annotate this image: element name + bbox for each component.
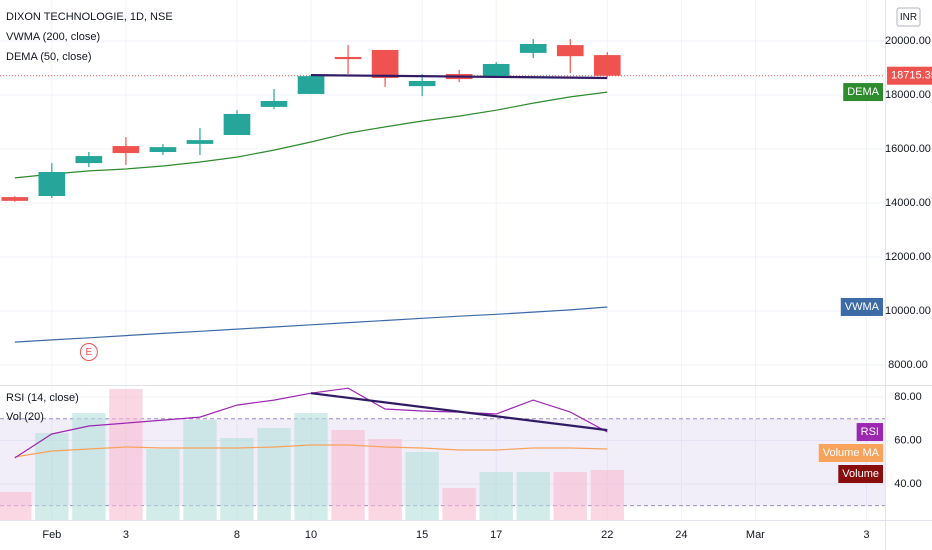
candle-body <box>297 76 325 94</box>
event-label: E <box>86 347 93 358</box>
volume-bar <box>516 472 550 520</box>
candle-body <box>260 100 288 107</box>
volume-bar <box>590 470 624 520</box>
x-tick-label: 3 <box>123 529 129 541</box>
rsi-pane <box>0 387 885 520</box>
value-tag-text: VWMA <box>845 301 880 313</box>
candle-body <box>223 113 251 135</box>
x-tick-label: 24 <box>675 529 687 541</box>
candle-body <box>38 171 66 197</box>
value-tag-text: Volume MA <box>823 447 880 459</box>
volume-bar <box>220 438 254 520</box>
candle-body <box>482 63 510 77</box>
candle-body <box>75 156 103 164</box>
value-tag <box>856 423 883 442</box>
volume-bar <box>109 389 143 520</box>
candle-body <box>593 55 621 76</box>
legend-entry: VWMA (200, close) <box>6 31 100 43</box>
y-tick-label: 10000.00 <box>885 305 931 317</box>
axes: INR DIXON TECHNOLOGIE, 1D, NSE VWMA (200… <box>6 7 932 541</box>
volume-bar <box>553 472 587 520</box>
volume-bar <box>405 452 439 520</box>
value-tag-text: Volume <box>842 468 879 480</box>
x-tick-label: Feb <box>42 529 61 541</box>
volume-bar <box>368 439 402 520</box>
volume-bar <box>442 488 476 520</box>
volume-bar <box>0 492 32 520</box>
candle-body <box>112 146 140 154</box>
x-tick-label: 3 <box>863 529 869 541</box>
volume-bar <box>146 449 180 520</box>
value-tag-text: 18715.35 <box>891 70 932 82</box>
value-tag <box>838 465 883 483</box>
y-tick-label: 16000.00 <box>885 143 931 155</box>
volume-bar <box>183 420 217 520</box>
value-tag-text: RSI <box>861 426 879 438</box>
y-tick-label: 40.00 <box>894 478 922 490</box>
y-tick-label: 80.00 <box>894 391 922 403</box>
candle-body <box>1 197 29 201</box>
volume-bar <box>257 428 291 520</box>
value-tag <box>843 83 883 102</box>
legend-entry: RSI (14, close) <box>6 392 79 404</box>
chart-title: DIXON TECHNOLOGIE, 1D, NSE <box>6 11 173 23</box>
y-tick-label: 20000.00 <box>885 35 931 47</box>
x-tick-label: 15 <box>416 529 428 541</box>
currency: INR <box>900 12 917 23</box>
trend-line <box>310 392 608 432</box>
value-tag <box>840 297 883 316</box>
candle-body <box>149 147 177 153</box>
trend-line <box>310 74 608 80</box>
x-tick-label: Mar <box>746 529 765 541</box>
candle-body <box>186 140 214 144</box>
y-tick-label: 14000.00 <box>885 197 931 209</box>
volume-ma-line <box>14 444 608 458</box>
x-tick-label: 17 <box>490 529 502 541</box>
indicator-line <box>14 306 608 343</box>
volume-bar <box>331 430 365 520</box>
volume-bar <box>35 433 69 520</box>
volume-bar <box>479 472 513 520</box>
y-tick-label: 12000.00 <box>885 251 931 263</box>
volume-bar <box>72 413 106 520</box>
y-tick-label: 60.00 <box>894 434 922 446</box>
y-tick-label: 18000.00 <box>885 89 931 101</box>
legend-entry: DEMA (50, close) <box>6 51 92 63</box>
price-pane: E <box>0 39 885 361</box>
y-tick-label: 8000.00 <box>888 359 928 371</box>
value-tag-text: DEMA <box>847 86 879 98</box>
grid <box>0 0 885 520</box>
volume-bar <box>294 413 328 520</box>
indicator-line <box>14 91 608 179</box>
event-marker <box>79 343 98 361</box>
value-tag <box>887 66 932 85</box>
x-tick-label: 8 <box>234 529 240 541</box>
candle-body <box>408 80 436 87</box>
legend-entry: Vol (20) <box>6 411 44 423</box>
x-tick-label: 22 <box>601 529 613 541</box>
candle-body <box>556 45 584 57</box>
candle-body <box>334 56 362 60</box>
value-tag <box>818 444 883 462</box>
currency-box[interactable] <box>896 7 921 27</box>
candle-body <box>519 44 547 53</box>
x-tick-label: 10 <box>305 529 317 541</box>
candle-body <box>371 49 399 79</box>
